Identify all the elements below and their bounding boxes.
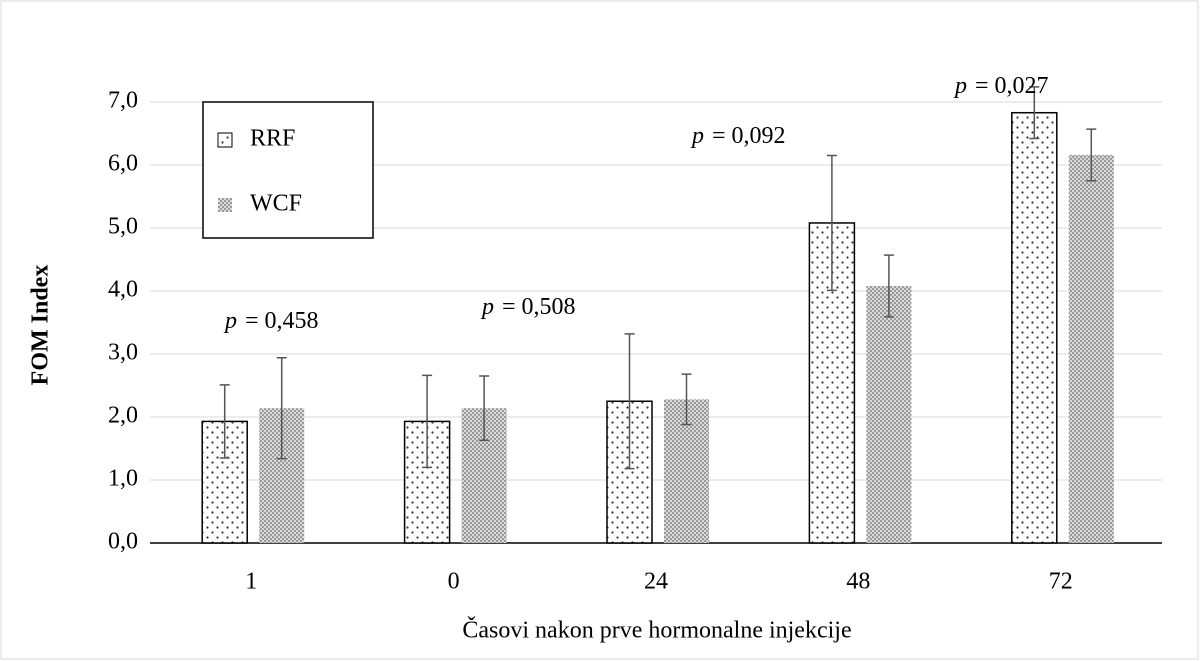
annotation-symbol: p (953, 73, 967, 99)
error-bar (826, 154, 837, 292)
y-axis-title: FOM Index (28, 265, 54, 386)
annotation-symbol: p (480, 294, 494, 320)
error-bar (276, 357, 287, 460)
legend-label: WCF (250, 191, 302, 217)
bar (1011, 111, 1058, 544)
x-tick-label: 24 (644, 569, 668, 595)
y-tick-label: 2,0 (108, 403, 138, 429)
y-tick-label: 5,0 (108, 214, 138, 240)
error-bar (1029, 86, 1040, 140)
y-tick-label: 0,0 (108, 529, 138, 555)
legend-box (202, 101, 374, 239)
legend-swatch (217, 132, 233, 148)
error-bar (479, 375, 490, 442)
x-axis-title: Časovi nakon prve hormonalne injekcije (462, 617, 851, 644)
bar (1068, 154, 1114, 544)
annotation-text: = 0,458 (245, 308, 319, 334)
annotation: p = 0,508 (480, 294, 576, 320)
annotation-text: = 0,092 (712, 123, 786, 149)
x-tick-label: 48 (846, 569, 870, 595)
error-bar (422, 374, 433, 469)
y-tick-label: 1,0 (108, 466, 138, 492)
error-bar (624, 333, 635, 470)
annotation-symbol: p (690, 123, 704, 149)
x-tick-label: 1 (245, 569, 257, 595)
annotation-text: = 0,508 (502, 294, 576, 320)
error-bar (883, 254, 894, 318)
x-tick-label: 72 (1049, 569, 1073, 595)
y-tick-label: 3,0 (108, 340, 138, 366)
error-bar (219, 384, 230, 459)
y-tick-label: 6,0 (108, 151, 138, 177)
annotation: p = 0,092 (690, 123, 786, 149)
annotation-text: = 0,027 (975, 73, 1049, 99)
error-bar (1086, 128, 1097, 182)
annotation: p = 0,027 (953, 73, 1049, 99)
x-tick-label: 0 (448, 569, 460, 595)
bar (866, 285, 912, 543)
annotation: p = 0,458 (223, 308, 319, 334)
error-bar (681, 373, 692, 426)
y-tick-label: 7,0 (108, 88, 138, 114)
y-tick-label: 4,0 (108, 277, 138, 303)
legend-swatch (218, 198, 232, 212)
annotation-symbol: p (223, 308, 237, 334)
legend-label: RRF (250, 126, 295, 152)
